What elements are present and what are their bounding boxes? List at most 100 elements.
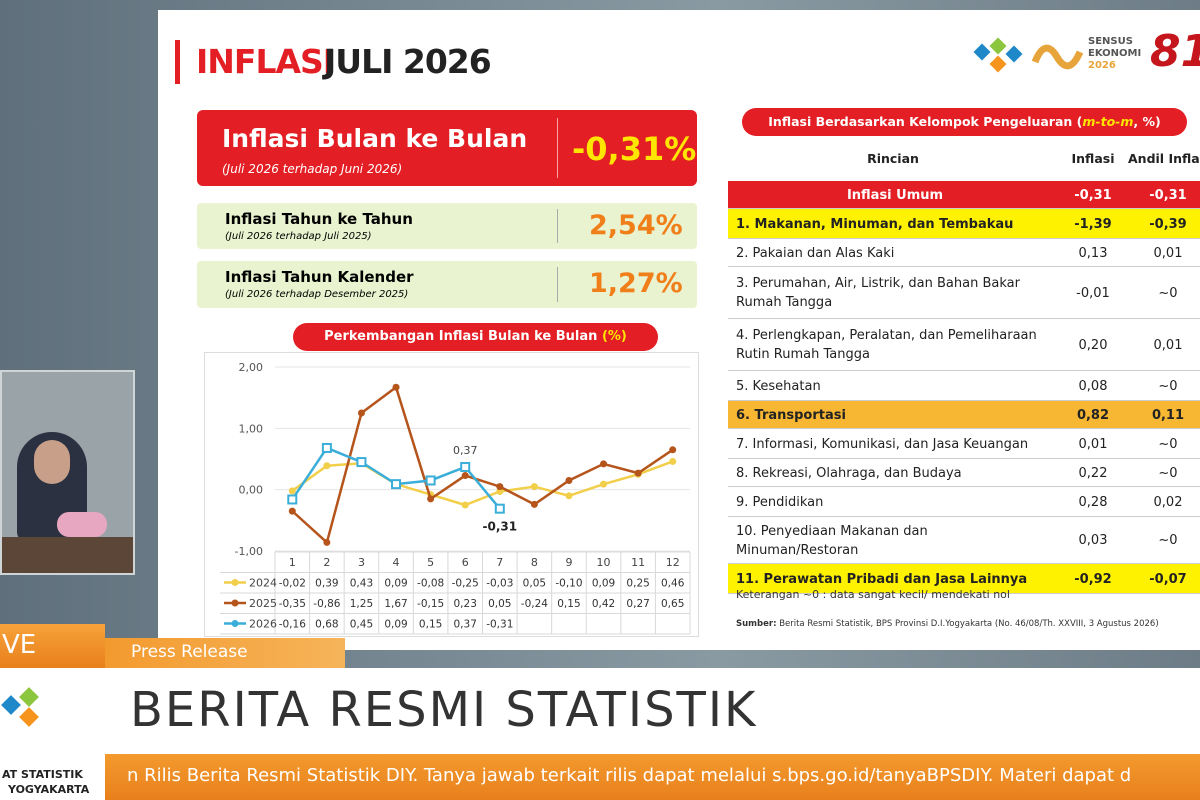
org-line: YOGYAKARTA [8, 783, 90, 796]
table-row: 6. Transportasi 0,82 0,11 [728, 401, 1200, 429]
yoy-label: Inflasi Tahun ke Tahun [225, 210, 413, 228]
point [391, 479, 402, 490]
divider [557, 118, 558, 178]
table-cell: 4. Perlengkapan, Peralatan, dan Pemeliha… [736, 328, 1037, 362]
slide: INFLASI JULI 2026 SENSUS EKONOMI 2026 81… [158, 10, 1200, 650]
mtm-sub: (Juli 2026 terhadap Juni 2026) [222, 162, 403, 176]
table-cell: 6. Transportasi [736, 407, 846, 423]
point [565, 476, 573, 484]
table-title-em: m-to-m [1082, 114, 1134, 129]
desk [2, 537, 133, 573]
point [530, 483, 538, 491]
x-tick-label: 1 [289, 556, 296, 569]
point [496, 488, 504, 496]
legend-marker [231, 579, 239, 586]
presenter-face [34, 440, 70, 484]
x-tick-label: 3 [358, 556, 365, 569]
table-cell: 0,13 [1078, 245, 1108, 261]
point [288, 507, 296, 515]
live-tab: VE [0, 624, 105, 668]
point [287, 494, 298, 505]
headline-bar: BERITA RESMI STATISTIK [105, 668, 1200, 754]
ytd-box: Inflasi Tahun Kalender (Juli 2026 terhad… [197, 261, 697, 308]
data-label: 0,09 [384, 578, 407, 590]
point [425, 475, 436, 486]
legend-marker [231, 599, 239, 607]
data-label: 0,23 [454, 598, 477, 610]
data-label: 0,43 [350, 578, 373, 590]
mtm-value: -0,31% [572, 130, 697, 168]
legend-label: 2024 [249, 577, 277, 590]
data-label: -0,02 [279, 578, 306, 590]
data-label: 0,39 [315, 578, 338, 590]
bps-logo [973, 37, 1023, 73]
ticker-bar: n Rilis Berita Resmi Statistik DIY. Tany… [105, 754, 1200, 800]
org-line: AT STATISTIK [2, 768, 83, 781]
annotation: 0,37 [453, 444, 478, 457]
table-title-rest: , %) [1133, 114, 1161, 129]
table-row: 5. Kesehatan 0,08 ~0 [728, 371, 1200, 401]
data-label: 0,65 [661, 598, 684, 610]
table-cell: 11. Perawatan Pribadi dan Jasa Lainnya [736, 571, 1028, 587]
table-cell: 7. Informasi, Komunikasi, dan Jasa Keuan… [736, 436, 1029, 452]
data-label: 0,05 [488, 598, 511, 610]
data-label: -0,16 [279, 619, 306, 631]
sensus-text: SENSUS EKONOMI 2026 [1088, 36, 1141, 72]
series-line [291, 446, 501, 510]
point [530, 500, 538, 508]
data-label: 0,46 [661, 578, 685, 590]
table-cell: -0,07 [1149, 571, 1187, 587]
data-label: 0,42 [592, 598, 615, 610]
table-row: 7. Informasi, Komunikasi, dan Jasa Keuan… [728, 429, 1200, 459]
data-label: -0,15 [417, 598, 444, 610]
data-label: 0,15 [419, 619, 442, 631]
table-row: 8. Rekreasi, Olahraga, dan Budaya 0,22 ~0 [728, 459, 1200, 487]
org-panel: AT STATISTIK YOGYAKARTA [0, 668, 105, 800]
flowers [57, 512, 107, 537]
data-label: 0,37 [454, 619, 477, 631]
annotation: -0,31 [482, 520, 517, 534]
table-cell: 0,11 [1151, 407, 1185, 423]
table-cell: 2. Pakaian dan Alas Kaki [736, 245, 895, 261]
table-cell: -0,31 [1074, 187, 1112, 203]
data-label: 1,67 [384, 598, 407, 610]
mtm-box: Inflasi Bulan ke Bulan (Juli 2026 terhad… [197, 110, 697, 186]
x-tick-label: 7 [496, 556, 503, 569]
table-cell: 0,01 [1153, 245, 1183, 261]
data-label: 0,27 [626, 598, 649, 610]
title-black: JULI 2026 [324, 42, 492, 81]
yoy-box: Inflasi Tahun ke Tahun (Juli 2026 terhad… [197, 203, 697, 249]
table-cell: 0,20 [1078, 337, 1108, 353]
logo-line: SENSUS [1088, 36, 1133, 47]
column-header: Andil Inflasi [1128, 151, 1200, 166]
table-cell: 0,02 [1153, 494, 1183, 510]
divider [557, 209, 558, 243]
point [288, 487, 296, 495]
column-header: Rincian [867, 151, 919, 166]
source-text: Berita Resmi Statistik, BPS Provinsi D.I… [779, 619, 1159, 629]
table-title: Inflasi Berdasarkan Kelompok Pengeluaran… [742, 108, 1187, 136]
table-row: 2. Pakaian dan Alas Kaki 0,13 0,01 [728, 239, 1200, 267]
inflation-table: Rincian Inflasi Andil Inflasi Inflasi Umum -… [728, 145, 1200, 594]
point [321, 442, 332, 453]
data-label: 0,15 [557, 598, 580, 610]
divider [557, 267, 558, 302]
data-label: -0,31 [486, 619, 513, 631]
table-row: 1. Makanan, Minuman, dan Tembakau -1,39 -0… [728, 209, 1200, 239]
table-cell: 0,03 [1078, 533, 1108, 548]
yoy-value: 2,54% [589, 210, 683, 241]
webcam-inset [0, 370, 135, 575]
x-tick-label: 4 [393, 556, 400, 569]
point [392, 383, 400, 391]
table-cell: 8. Rekreasi, Olahraga, dan Budaya [736, 465, 962, 481]
table-cell: -0,39 [1149, 216, 1187, 232]
series-line [291, 385, 674, 545]
x-tick-label: 9 [565, 556, 572, 569]
table-cell: 3. Perumahan, Air, Listrik, dan Bahan Ba… [736, 276, 1020, 310]
x-tick-label: 5 [427, 556, 434, 569]
yoy-sub: (Juli 2026 terhadap Juli 2025) [225, 231, 372, 242]
table-cell: -0,31 [1149, 187, 1187, 203]
source: Sumber: Berita Resmi Statistik, BPS Prov… [736, 619, 1159, 629]
table-cell: 5. Kesehatan [736, 378, 821, 394]
